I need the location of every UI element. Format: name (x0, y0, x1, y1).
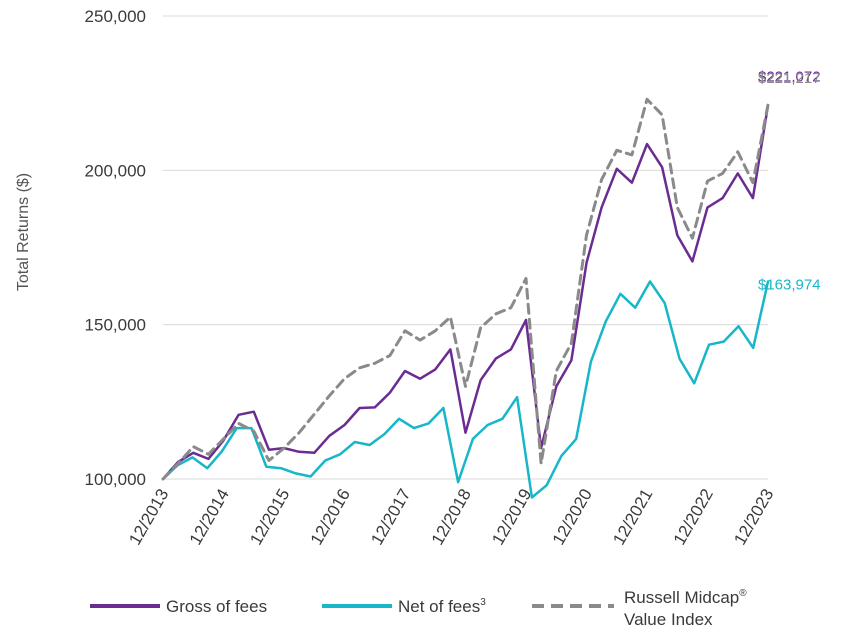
legend-label-net: Net of fees3 (398, 597, 486, 616)
x-tick-label: 12/2023 (730, 486, 777, 549)
end-label-2: $221,217 (758, 70, 821, 87)
legend: Gross of fees Net of fees3 Russell Midcap®… (90, 588, 747, 629)
legend-label-gross: Gross of fees (166, 597, 267, 616)
y-tick-label: 100,000 (85, 470, 146, 489)
end-label-0: $221,072 (758, 68, 821, 85)
y-axis-label: Total Returns ($) (15, 173, 32, 291)
x-tick-labels: 12/2013 12/2014 12/2015 12/2016 12/2017 12/20… (125, 486, 777, 549)
y-tick-label: 200,000 (85, 161, 146, 180)
y-tick-labels: 100,000 150,000 200,000 250,000 (85, 7, 146, 489)
x-tick-label: 12/2017 (367, 486, 414, 549)
x-tick-label: 12/2014 (186, 486, 233, 549)
x-tick-label: 12/2020 (549, 486, 596, 549)
series-line-1 (161, 280, 770, 499)
series-line-2 (161, 97, 770, 481)
series-line-0 (161, 104, 770, 481)
end-label-1: $163,974 (758, 277, 821, 294)
x-tick-label: 12/2015 (246, 486, 293, 549)
x-tick-label: 12/2019 (488, 486, 535, 549)
x-tick-label: 12/2016 (307, 486, 354, 549)
legend-label-index-line2: Value Index (624, 610, 713, 629)
x-tick-label: 12/2013 (125, 486, 172, 549)
x-tick-label: 12/2021 (609, 486, 656, 549)
y-grid-lines (163, 15, 768, 480)
series-end-labels: $221,072 $163,974 $221,217 (758, 68, 821, 293)
legend-label-index-line1: Russell Midcap® (624, 588, 747, 607)
x-tick-label: 12/2018 (428, 486, 475, 549)
y-tick-label: 250,000 (85, 7, 146, 26)
y-tick-label: 150,000 (85, 316, 146, 335)
x-tick-label: 12/2022 (670, 486, 717, 549)
series-lines (161, 97, 770, 499)
